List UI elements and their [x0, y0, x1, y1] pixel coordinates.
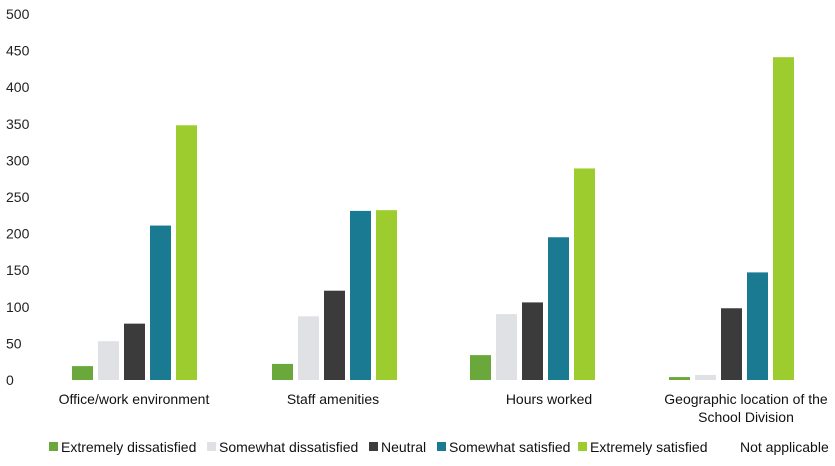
y-tick-label: 400 [6, 79, 30, 95]
bar-extremely-dissatisfied [669, 377, 690, 380]
legend-label: Extremely dissatisfied [61, 439, 196, 455]
category-label: Office/work environment [59, 391, 210, 407]
bar-extremely-satisfied [376, 210, 397, 380]
legend-label: Extremely satisfied [590, 439, 707, 455]
y-tick-label: 150 [6, 262, 30, 278]
bar-neutral [124, 323, 145, 380]
category-label: Geographic location of the [664, 391, 828, 407]
bar-neutral [324, 290, 345, 380]
legend-swatch [578, 442, 587, 451]
category-label: Hours worked [506, 391, 592, 407]
bar-extremely-dissatisfied [72, 366, 93, 380]
legend-swatch [49, 442, 58, 451]
bar-somewhat-dissatisfied [298, 316, 319, 380]
legend-label: Somewhat satisfied [449, 439, 570, 455]
legend-swatch [437, 442, 446, 451]
y-tick-label: 350 [6, 116, 30, 132]
bar-extremely-satisfied [773, 57, 794, 381]
bars [72, 57, 794, 381]
bar-somewhat-dissatisfied [98, 341, 119, 380]
bar-neutral [522, 302, 543, 380]
y-tick-label: 500 [6, 6, 30, 22]
category-label: Staff amenities [287, 391, 379, 407]
y-tick-label: 250 [6, 189, 30, 205]
legend-label: Not applicable [740, 439, 829, 455]
legend-swatch [369, 442, 378, 451]
y-tick-label: 100 [6, 299, 30, 315]
bar-somewhat-dissatisfied [695, 374, 716, 380]
bar-somewhat-satisfied [747, 272, 768, 380]
bar-neutral [721, 308, 742, 380]
legend: Extremely dissatisfied Somewhat dissatisf… [49, 439, 829, 455]
y-tick-label: 300 [6, 152, 30, 168]
y-tick-label: 200 [6, 226, 30, 242]
bar-somewhat-dissatisfied [496, 314, 517, 380]
bar-extremely-satisfied [176, 125, 197, 380]
y-tick-label: 0 [6, 372, 14, 388]
legend-swatch [207, 442, 216, 451]
y-tick-label: 50 [6, 335, 22, 351]
bar-extremely-satisfied [574, 168, 595, 380]
y-tick-label: 450 [6, 43, 30, 59]
bar-somewhat-satisfied [350, 210, 371, 380]
x-axis: Office/work environment Staff amenities Ho… [59, 391, 828, 425]
legend-label: Somewhat dissatisfied [219, 439, 358, 455]
y-axis: 0 50 100 150 200 250 300 350 400 450 500 [6, 6, 30, 388]
legend-label: Neutral [381, 439, 426, 455]
bar-extremely-dissatisfied [470, 355, 491, 380]
category-label: School Division [698, 409, 794, 425]
bar-extremely-dissatisfied [272, 363, 293, 380]
bar-somewhat-satisfied [548, 237, 569, 380]
bar-somewhat-satisfied [150, 225, 171, 380]
